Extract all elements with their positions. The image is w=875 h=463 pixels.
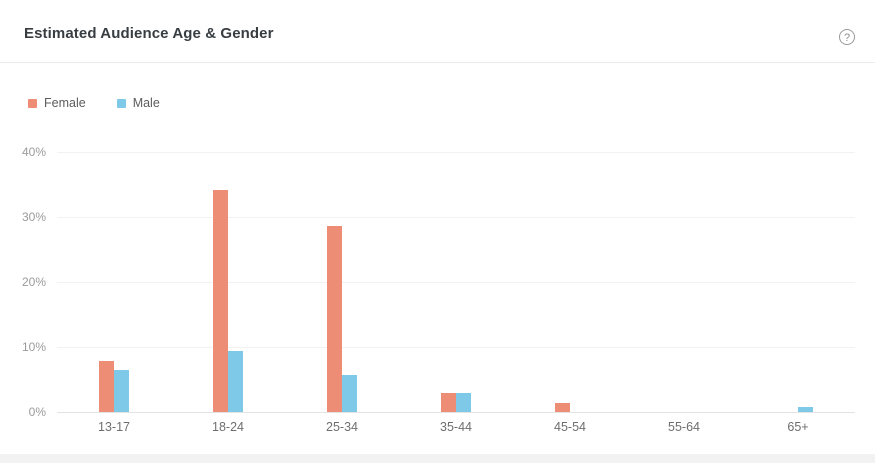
bar-male-13-17 [114, 370, 129, 412]
x-axis-tick-label: 35-44 [440, 420, 472, 434]
page-title: Estimated Audience Age & Gender [24, 25, 274, 42]
legend-swatch-icon [28, 98, 37, 108]
y-axis-tick-label: 40% [21, 145, 46, 159]
x-axis-tick-label: 55-64 [668, 420, 700, 434]
x-axis-tick-label: 45-54 [554, 420, 586, 434]
y-axis-tick-label: 10% [21, 340, 46, 354]
bar-male-65+ [798, 406, 813, 412]
x-axis-tick-label: 13-17 [98, 420, 130, 434]
bar-male-35-44 [456, 393, 471, 412]
gridline-0% [57, 412, 855, 413]
bar-female-45-54 [555, 402, 570, 412]
plot-area: 0% 10% 20% 30% 40% 13-17 18-24 25-34 35-44 45-54 5… [22, 145, 855, 434]
bar-female-25-34 [327, 226, 342, 412]
card-header: Estimated Audience Age & Gender ? [0, 0, 875, 63]
bar-male-18-24 [228, 350, 243, 412]
page-background-strip [0, 454, 875, 463]
chart-legend: Female Male [28, 96, 160, 110]
y-axis-tick-label: 20% [21, 275, 46, 289]
x-axis-tick-label: 25-34 [326, 420, 358, 434]
legend-label: Male [132, 96, 160, 110]
gridline-30% [57, 217, 855, 218]
x-axis-tick-label: 18-24 [212, 420, 244, 434]
x-axis-tick-label: 65+ [787, 420, 809, 434]
help-icon[interactable]: ? [839, 29, 855, 45]
bar-female-35-44 [441, 393, 456, 412]
bar-female-18-24 [213, 189, 228, 412]
y-axis-tick-label: 30% [21, 210, 46, 224]
gridline-40% [57, 152, 855, 153]
legend-label: Female [44, 96, 86, 110]
gridline-20% [57, 282, 855, 283]
y-axis-tick-label: 0% [28, 405, 46, 419]
bar-male-25-34 [342, 374, 357, 412]
bar-female-13-17 [99, 360, 114, 412]
legend-swatch-icon [116, 98, 126, 108]
gridline-10% [57, 347, 855, 348]
legend-item-female[interactable]: Female [28, 96, 86, 110]
legend-item-male[interactable]: Male [116, 96, 160, 110]
